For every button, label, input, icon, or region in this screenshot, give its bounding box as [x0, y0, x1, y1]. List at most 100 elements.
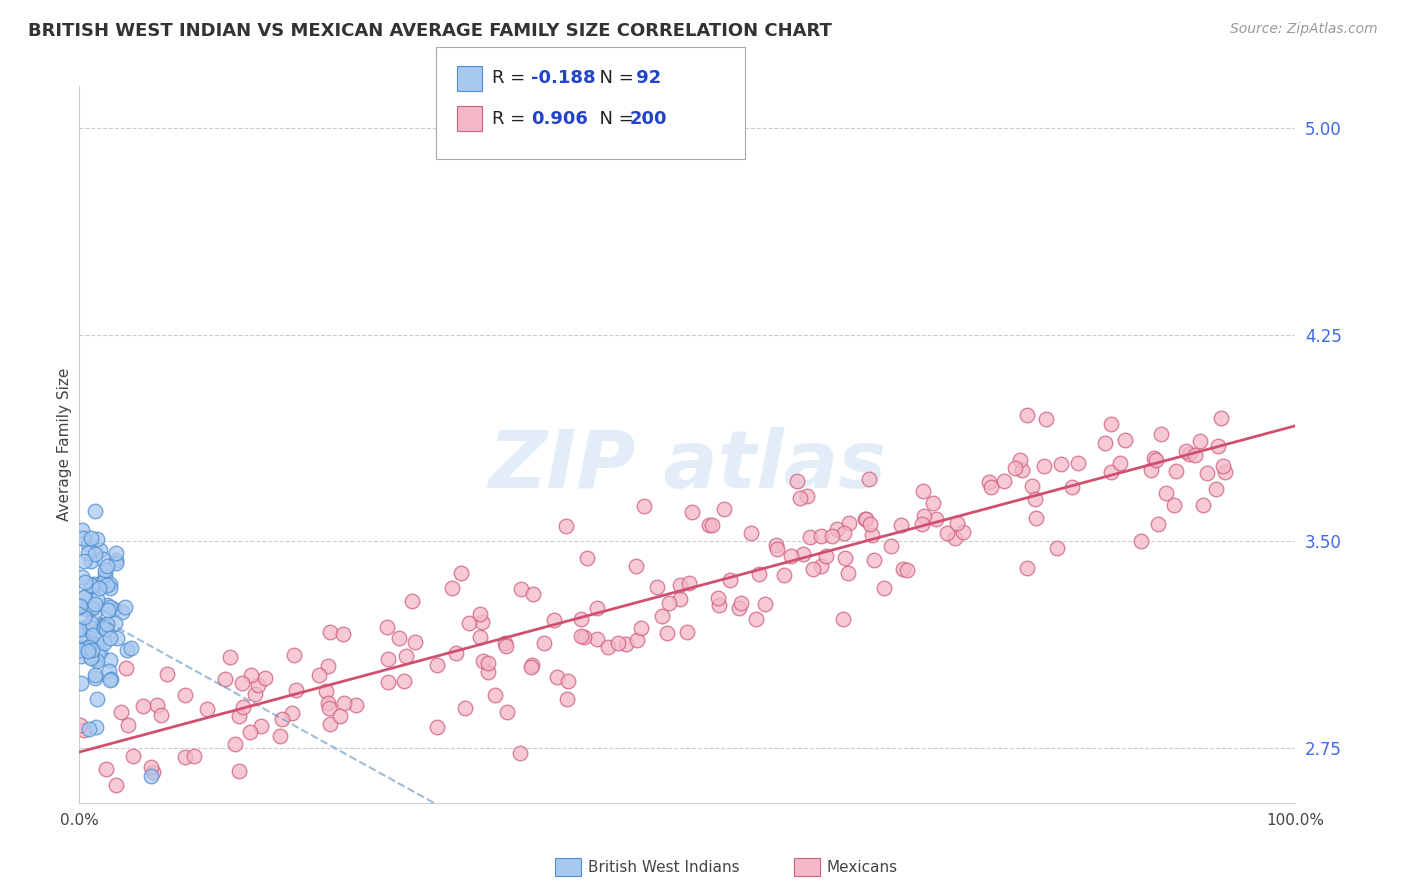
Point	[315, 683, 337, 698]
Point	[748, 567, 770, 582]
Point	[111, 605, 134, 619]
Point	[80, 615, 103, 630]
Point	[1144, 452, 1167, 467]
Point	[375, 620, 398, 634]
Point	[834, 551, 856, 566]
Point	[318, 658, 340, 673]
Point	[1206, 439, 1229, 453]
Point	[494, 636, 516, 650]
Point	[139, 769, 162, 783]
Point	[1017, 408, 1039, 422]
Point	[471, 615, 494, 629]
Point	[344, 698, 367, 712]
Point	[228, 764, 250, 778]
Point	[67, 599, 90, 614]
Point	[669, 592, 692, 607]
Point	[103, 601, 125, 615]
Point	[1017, 561, 1039, 575]
Point	[925, 511, 948, 525]
Point	[104, 556, 127, 570]
Point	[218, 649, 240, 664]
Point	[943, 531, 966, 545]
Point	[308, 668, 330, 682]
Point	[89, 543, 111, 558]
Point	[117, 718, 139, 732]
Point	[626, 633, 648, 648]
Point	[80, 531, 103, 545]
Point	[115, 643, 138, 657]
Point	[96, 598, 118, 612]
Point	[832, 525, 855, 540]
Text: R =: R =	[492, 110, 531, 128]
Point	[90, 575, 112, 590]
Point	[82, 628, 104, 642]
Point	[702, 518, 724, 533]
Point	[83, 598, 105, 612]
Point	[250, 719, 273, 733]
Point	[100, 672, 122, 686]
Point	[557, 692, 579, 706]
Point	[82, 577, 104, 591]
Point	[84, 668, 107, 682]
Point	[1177, 446, 1199, 460]
Text: Source: ZipAtlas.com: Source: ZipAtlas.com	[1230, 22, 1378, 37]
Point	[395, 648, 418, 663]
Point	[77, 644, 100, 658]
Point	[678, 575, 700, 590]
Point	[141, 760, 163, 774]
Point	[93, 636, 115, 650]
Point	[97, 602, 120, 616]
Point	[543, 613, 565, 627]
Point	[86, 638, 108, 652]
Point	[80, 650, 103, 665]
Point	[98, 576, 121, 591]
Point	[86, 654, 108, 668]
Point	[98, 632, 121, 646]
Point	[860, 527, 883, 541]
Point	[1166, 464, 1188, 478]
Point	[76, 537, 98, 551]
Point	[837, 566, 859, 580]
Point	[911, 517, 934, 532]
Point	[765, 541, 787, 556]
Point	[80, 600, 103, 615]
Point	[69, 643, 91, 657]
Point	[174, 750, 197, 764]
Point	[1175, 444, 1198, 458]
Point	[440, 582, 463, 596]
Point	[880, 539, 903, 553]
Text: 200: 200	[630, 110, 668, 128]
Point	[98, 653, 121, 667]
Point	[329, 709, 352, 723]
Point	[645, 580, 668, 594]
Point	[821, 529, 844, 543]
Point	[616, 637, 638, 651]
Point	[1109, 456, 1132, 470]
Point	[520, 658, 543, 673]
Point	[86, 692, 108, 706]
Point	[1197, 466, 1219, 480]
Point	[472, 654, 495, 668]
Point	[697, 518, 720, 533]
Point	[444, 646, 467, 660]
Text: N =: N =	[588, 110, 640, 128]
Point	[1067, 456, 1090, 470]
Point	[232, 700, 254, 714]
Point	[825, 522, 848, 536]
Point	[94, 762, 117, 776]
Point	[709, 599, 731, 613]
Point	[80, 578, 103, 592]
Text: British West Indians: British West Indians	[588, 860, 740, 874]
Point	[658, 596, 681, 610]
Point	[104, 615, 127, 630]
Point	[1114, 433, 1136, 447]
Point	[426, 720, 449, 734]
Point	[858, 472, 880, 486]
Point	[454, 701, 477, 715]
Point	[1146, 516, 1168, 531]
Point	[569, 612, 592, 626]
Point	[1184, 448, 1206, 462]
Point	[1035, 412, 1057, 426]
Point	[922, 496, 945, 510]
Point	[70, 640, 93, 654]
